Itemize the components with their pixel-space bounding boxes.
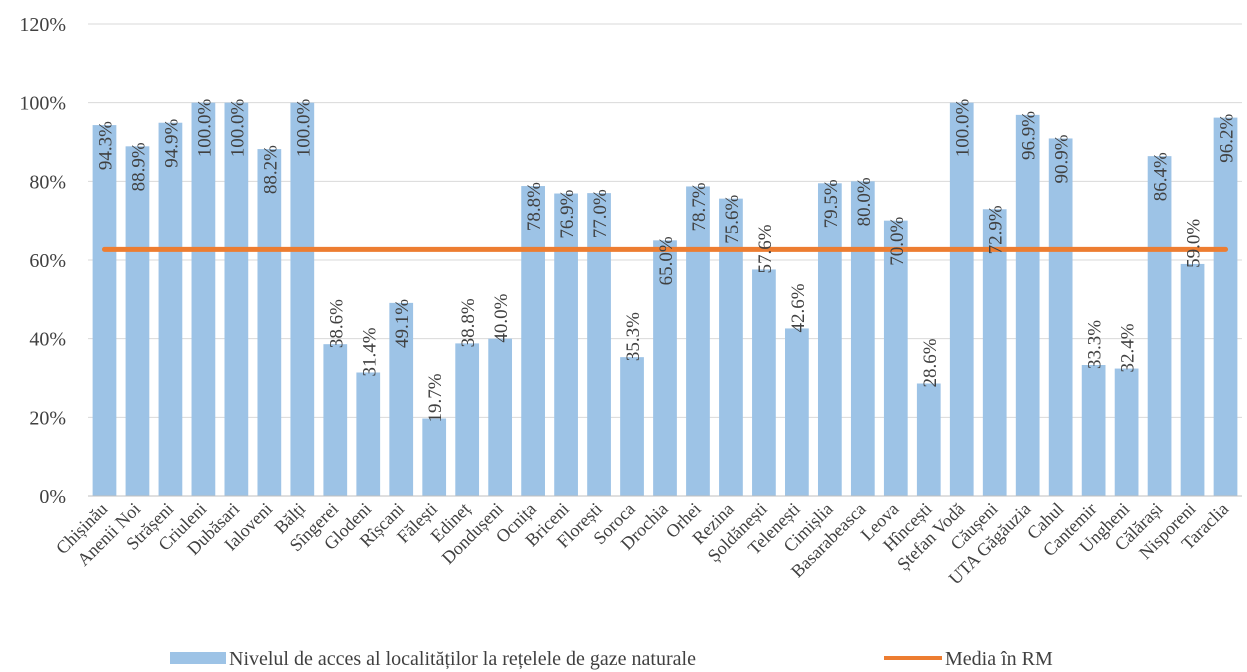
bar — [817, 183, 842, 497]
y-tick-label: 100% — [19, 93, 66, 115]
data-label: 80.0% — [854, 177, 875, 226]
bar — [224, 102, 249, 497]
bar — [949, 102, 974, 497]
data-label: 70.0% — [887, 216, 908, 265]
legend-bar-label: Nivelul de acces al localităților la reț… — [229, 648, 696, 670]
data-label: 100.0% — [293, 98, 314, 157]
bar — [620, 357, 644, 496]
data-label: 86.4% — [1151, 152, 1172, 201]
bar — [92, 125, 117, 496]
data-labels: 94.3% 88.9% 94.9% 100.0% 100.0% 88.2% 100.0% 38… — [95, 98, 1237, 422]
data-label: 40.0% — [491, 293, 512, 342]
bar — [587, 193, 611, 496]
bar — [785, 328, 809, 496]
bar — [158, 122, 183, 496]
bar — [1180, 263, 1205, 496]
y-axis-ticks: 0% 20% 40% 60% 80% 100% 120% — [19, 14, 66, 508]
data-label: 96.2% — [1217, 113, 1238, 162]
data-label: 42.6% — [788, 283, 809, 332]
data-label: 59.0% — [1184, 219, 1205, 268]
data-label: 38.8% — [458, 298, 479, 347]
data-label: 94.3% — [95, 121, 116, 170]
data-label: 78.7% — [689, 182, 710, 231]
legend: Nivelul de acces al localităților la reț… — [170, 648, 1053, 670]
data-label: 79.5% — [821, 179, 842, 228]
bar — [1081, 365, 1106, 496]
data-label: 35.3% — [623, 312, 644, 361]
bar — [752, 269, 776, 496]
bar — [389, 302, 414, 496]
bar — [455, 343, 480, 496]
bar — [1015, 114, 1040, 497]
data-label: 90.9% — [1052, 134, 1073, 183]
bar — [653, 240, 677, 496]
data-label: 100.0% — [953, 98, 974, 157]
bar — [916, 383, 941, 496]
bar — [521, 186, 545, 496]
bar — [356, 372, 381, 496]
data-label: 100.0% — [194, 98, 215, 157]
y-tick-label: 0% — [39, 486, 66, 508]
bar — [257, 149, 282, 496]
data-label: 77.0% — [590, 189, 611, 238]
y-tick-label: 40% — [29, 329, 66, 351]
data-label: 32.4% — [1118, 323, 1139, 372]
bar — [554, 193, 578, 496]
data-label: 33.3% — [1085, 320, 1106, 369]
bar — [125, 146, 150, 496]
bar — [1048, 138, 1073, 496]
y-tick-label: 120% — [19, 14, 66, 36]
data-label: 76.9% — [557, 189, 578, 238]
data-label: 28.6% — [920, 338, 941, 387]
data-label: 49.1% — [392, 299, 413, 348]
bar — [883, 220, 908, 496]
data-label: 31.4% — [359, 327, 380, 376]
bar — [323, 344, 348, 496]
bar — [1213, 117, 1238, 496]
bar — [422, 418, 447, 496]
data-label: 94.9% — [161, 119, 182, 168]
data-label: 100.0% — [227, 98, 248, 157]
bar — [719, 198, 743, 496]
data-label: 96.9% — [1019, 111, 1040, 160]
bar — [850, 181, 875, 497]
data-label: 75.6% — [722, 194, 743, 243]
bar — [488, 338, 513, 496]
y-tick-label: 80% — [29, 171, 66, 193]
data-label: 78.8% — [524, 182, 545, 231]
bar — [1114, 368, 1139, 496]
bar — [982, 209, 1007, 496]
bar — [686, 186, 710, 497]
data-label: 38.6% — [326, 299, 347, 348]
data-label: 57.6% — [755, 224, 776, 273]
data-label: 88.9% — [128, 142, 149, 191]
legend-line-label: Media în RM — [945, 648, 1053, 670]
y-tick-label: 60% — [29, 250, 66, 272]
y-tick-label: 20% — [29, 407, 66, 429]
data-label: 88.2% — [260, 145, 281, 194]
data-label: 72.9% — [986, 205, 1007, 254]
data-label: 19.7% — [425, 373, 446, 422]
data-label: 65.0% — [656, 236, 677, 285]
legend-bar-swatch — [170, 652, 226, 664]
bar — [1147, 156, 1172, 496]
bar — [191, 102, 216, 497]
bars — [92, 102, 1238, 497]
bar — [290, 102, 315, 497]
